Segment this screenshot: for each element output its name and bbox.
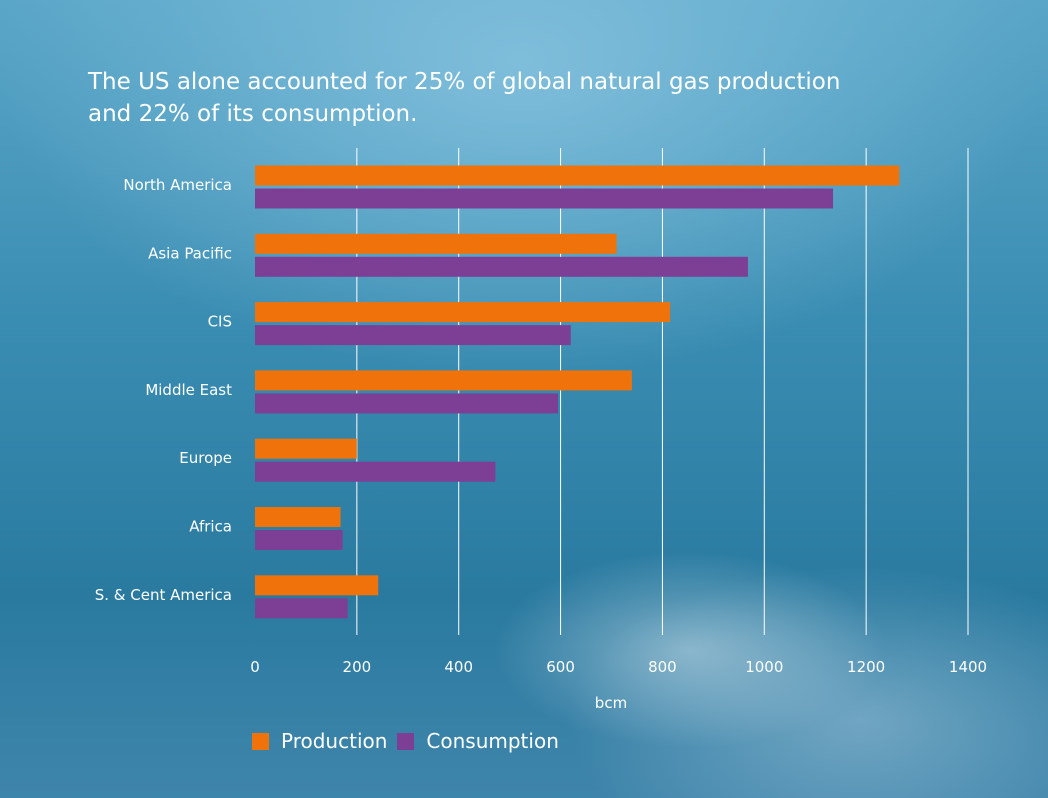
bar-production — [255, 507, 341, 527]
bar-consumption — [255, 256, 748, 277]
bar-production — [255, 438, 357, 459]
bar-production — [255, 165, 900, 186]
bar-consumption — [255, 530, 343, 550]
x-tick-label: 0 — [250, 658, 260, 676]
x-axis-label: bcm — [595, 694, 627, 712]
bar-production — [255, 575, 379, 596]
x-tick-label: 1000 — [745, 658, 783, 676]
bar-production — [255, 302, 671, 323]
legend: Production Consumption — [252, 728, 569, 754]
category-label: Middle East — [145, 381, 232, 399]
category-labels: North America Asia Pacific CIS Middle East E… — [95, 176, 232, 604]
gridlines — [356, 148, 969, 635]
legend-swatch-consumption — [397, 732, 415, 750]
category-label: Asia Pacific — [148, 244, 232, 262]
bar-consumption — [255, 325, 571, 346]
bars — [255, 165, 900, 619]
legend-label-consumption: Consumption — [426, 729, 559, 753]
bar-consumption — [255, 461, 496, 482]
category-label: CIS — [208, 313, 232, 331]
bar-consumption — [255, 393, 559, 414]
category-label: North America — [123, 176, 232, 194]
x-tick-label: 1200 — [847, 658, 885, 676]
bar-consumption — [255, 188, 834, 209]
legend-swatch-production — [252, 732, 269, 750]
x-tick-label: 200 — [343, 658, 372, 676]
bar-production — [255, 370, 632, 391]
x-tick-label: 600 — [546, 658, 575, 676]
x-tick-label: 800 — [648, 658, 677, 676]
bar-production — [255, 233, 617, 254]
x-tick-labels: 0 200 400 600 800 1000 1200 1400 — [250, 658, 987, 676]
legend-item-consumption: Consumption — [397, 729, 559, 753]
bar-consumption — [255, 598, 348, 619]
chart-title: The US alone accounted for 25% of global… — [88, 69, 841, 127]
category-label: Africa — [189, 518, 232, 536]
legend-label-production: Production — [281, 729, 388, 753]
legend-item-production: Production — [252, 729, 387, 753]
category-label: Europe — [179, 449, 232, 467]
x-tick-label: 1400 — [949, 658, 987, 676]
category-label: S. & Cent America — [95, 586, 232, 604]
x-tick-label: 400 — [444, 658, 473, 676]
